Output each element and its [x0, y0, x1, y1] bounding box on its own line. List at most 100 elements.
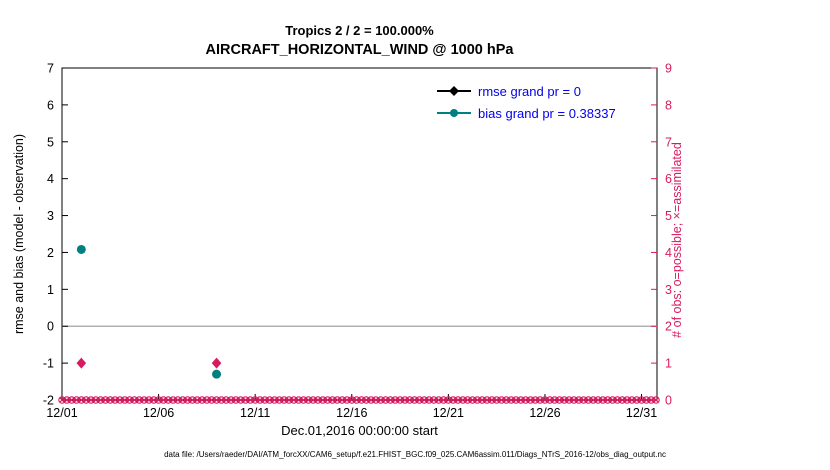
obs-possible-marker [444, 396, 453, 404]
legend-item-rmse: rmse grand pr = 0 [436, 80, 616, 102]
obs-possible-marker [299, 396, 308, 404]
obs-possible-marker [362, 396, 371, 404]
y-right-tick-label: 7 [665, 135, 672, 149]
obs-possible-marker [251, 396, 259, 404]
bias-line-sample-icon [437, 109, 471, 117]
obs-possible-marker [531, 396, 540, 404]
obs-possible-marker [386, 396, 395, 404]
x-tick-label: 12/06 [143, 406, 174, 420]
obs-assimilated-marker [653, 397, 660, 403]
obs-possible-marker [376, 396, 385, 404]
obs-possible-marker [241, 396, 250, 404]
obs-possible-marker [178, 396, 187, 404]
y-left-tick-label: 1 [47, 283, 54, 297]
obs-possible-marker [280, 396, 288, 404]
obs-possible-marker [203, 396, 211, 404]
y-left-tick-label: -2 [43, 394, 54, 408]
obs-possible-marker [526, 396, 535, 404]
obs-possible-marker [63, 396, 71, 404]
obs-possible-marker [599, 396, 607, 404]
y-right-tick-label: 4 [665, 246, 672, 260]
obs-possible-marker [96, 396, 105, 404]
obs-possible-marker [140, 396, 148, 404]
obs-possible-marker [67, 396, 76, 404]
obs-possible-marker [623, 396, 631, 404]
obs-possible-marker [72, 396, 81, 404]
y-right-tick-label: 0 [665, 394, 672, 408]
obs-possible-marker [333, 396, 342, 404]
legend-sample-marker [450, 109, 458, 117]
y-right-tick-label: 6 [665, 172, 672, 186]
obs-possible-marker [642, 396, 651, 404]
y-left-tick-label: 0 [47, 320, 54, 334]
obs-possible-marker [367, 396, 375, 404]
x-tick-label: 12/31 [626, 406, 657, 420]
legend-label-bias: bias grand pr = 0.38337 [478, 105, 616, 121]
obs-possible-marker [154, 396, 163, 404]
obs-possible-marker [183, 396, 192, 404]
obs-possible-marker [261, 396, 269, 404]
y-left-tick-label: 7 [47, 62, 54, 76]
obs-possible-marker [87, 396, 95, 404]
obs-possible-marker [116, 396, 124, 404]
obs-possible-marker [227, 396, 235, 404]
x-tick-label: 12/16 [336, 406, 367, 420]
obs-possible-marker [309, 396, 317, 404]
obs-possible-marker [381, 396, 390, 404]
obs-possible-marker [565, 396, 573, 404]
obs-possible-marker [396, 396, 404, 404]
obs-possible-marker [145, 396, 153, 404]
obs-possible-marker [217, 396, 226, 404]
x-axis-label: Dec.01,2016 00:00:00 start [281, 423, 438, 438]
obs-possible-marker [459, 396, 467, 404]
obs-possible-marker [560, 396, 569, 404]
obs-possible-marker [579, 396, 588, 404]
obs-possible-marker [319, 396, 327, 404]
x-tick-label: 12/11 [240, 406, 270, 420]
obs-possible-marker [439, 396, 448, 404]
obs-possible-marker [372, 396, 380, 404]
obs-possible-marker [236, 396, 245, 404]
obs-possible-marker [497, 396, 506, 404]
obs-possible-marker [207, 396, 216, 404]
x-tick-label: 12/21 [433, 406, 464, 420]
right-axis-label: # of obs: o=possible; ×=assimilated [670, 142, 684, 338]
obs-count-marker [76, 357, 87, 369]
obs-possible-marker [405, 396, 414, 404]
obs-possible-marker [555, 396, 564, 404]
obs-possible-marker [652, 396, 660, 404]
obs-possible-marker [492, 396, 501, 404]
obs-possible-marker [454, 396, 462, 404]
legend: rmse grand pr = 0 bias grand pr = 0.3833… [436, 80, 616, 124]
obs-possible-marker [449, 396, 457, 404]
obs-possible-marker [82, 396, 90, 404]
obs-possible-marker [570, 396, 578, 404]
obs-possible-marker [164, 396, 173, 404]
obs-possible-marker [430, 396, 438, 404]
y-left-tick-label: 2 [47, 246, 54, 260]
obs-possible-marker [507, 396, 515, 404]
obs-possible-marker [77, 396, 86, 404]
obs-possible-marker [106, 396, 115, 404]
obs-possible-marker [92, 396, 100, 404]
obs-possible-marker [256, 396, 264, 404]
obs-possible-marker [632, 396, 641, 404]
y-right-tick-label: 1 [665, 357, 672, 371]
bias-marker [212, 369, 222, 379]
obs-possible-marker [212, 396, 221, 404]
data-file-caption: data file: /Users/raeder/DAI/ATM_forcXX/… [164, 450, 666, 459]
obs-possible-marker [323, 396, 332, 404]
obs-possible-marker [159, 396, 168, 404]
obs-possible-marker [391, 396, 399, 404]
obs-possible-marker [541, 396, 549, 404]
obs-possible-marker [401, 396, 409, 404]
obs-possible-marker [111, 396, 119, 404]
obs-possible-marker [121, 396, 129, 404]
bias-marker [76, 244, 86, 254]
obs-possible-marker [343, 396, 351, 404]
obs-possible-marker [58, 396, 66, 404]
y-right-tick-label: 9 [665, 62, 672, 76]
obs-possible-marker [434, 396, 443, 404]
chart-title-variable: AIRCRAFT_HORIZONTAL_WIND @ 1000 hPa [205, 42, 514, 58]
